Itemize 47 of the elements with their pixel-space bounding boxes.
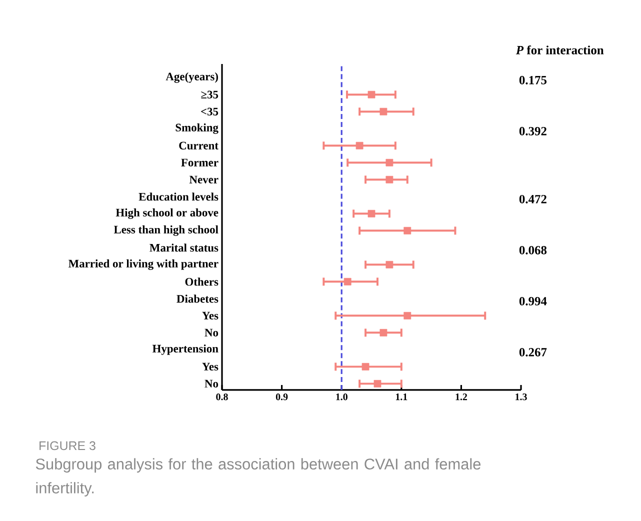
x-tick-label: 1.0 bbox=[336, 394, 348, 400]
annotation: 0.175 bbox=[519, 76, 547, 84]
point bbox=[368, 210, 376, 218]
annotation: 0.472 bbox=[519, 194, 546, 204]
y-tick-label: Smoking bbox=[176, 123, 218, 134]
point bbox=[386, 158, 394, 166]
annotation: 0.994 bbox=[519, 296, 547, 306]
y-tick-label: Education levels bbox=[138, 192, 218, 201]
y-tick-label: Never bbox=[189, 176, 218, 184]
point bbox=[368, 90, 376, 98]
x-tick-label: 1.2 bbox=[456, 394, 468, 400]
y-tick-label: <35 bbox=[201, 108, 218, 116]
annotation: 0.392 bbox=[519, 126, 546, 136]
point bbox=[374, 380, 382, 388]
x-tick-label: 1.3 bbox=[516, 394, 527, 400]
y-tick-label: High school or above bbox=[116, 208, 218, 219]
y-tick-label: Former bbox=[181, 158, 218, 166]
point bbox=[380, 108, 388, 116]
y-tick-label: Current bbox=[179, 142, 218, 150]
point bbox=[356, 142, 364, 150]
point bbox=[362, 362, 370, 370]
point bbox=[344, 278, 352, 286]
y-tick-label: Age(years) bbox=[166, 72, 218, 83]
point bbox=[404, 312, 412, 320]
y-tick-label: ≥35 bbox=[201, 90, 218, 98]
y-tick-label: Less than high school bbox=[114, 225, 218, 236]
point bbox=[404, 226, 412, 234]
y-tick-label: Diabetes bbox=[176, 294, 218, 303]
y-tick-label: Married or living with partner bbox=[68, 259, 218, 270]
caption: FIGURE 3 bbox=[40, 441, 96, 450]
y-tick-label: Hypertension bbox=[152, 344, 218, 355]
y-tick-label: Yes bbox=[202, 362, 218, 370]
y-tick-label: Others bbox=[185, 278, 218, 286]
y-tick-label: No bbox=[204, 328, 218, 336]
x-tick-label: 0.9 bbox=[276, 394, 288, 400]
annotation: 0.267 bbox=[519, 348, 547, 356]
y-tick-label: No bbox=[204, 380, 218, 388]
x-tick-label: 0.8 bbox=[216, 394, 228, 400]
annotation: 0.068 bbox=[519, 246, 547, 254]
point bbox=[380, 328, 388, 336]
y-tick-label: Marital status bbox=[150, 244, 218, 252]
point bbox=[386, 260, 394, 268]
text: P for interaction bbox=[516, 45, 604, 54]
point bbox=[386, 176, 394, 184]
x-tick-label: 1.1 bbox=[396, 394, 408, 400]
y-tick-label: Yes bbox=[202, 312, 218, 320]
text: Subgroup analysis for the association between CVAI and female infertility. bbox=[36, 458, 481, 496]
